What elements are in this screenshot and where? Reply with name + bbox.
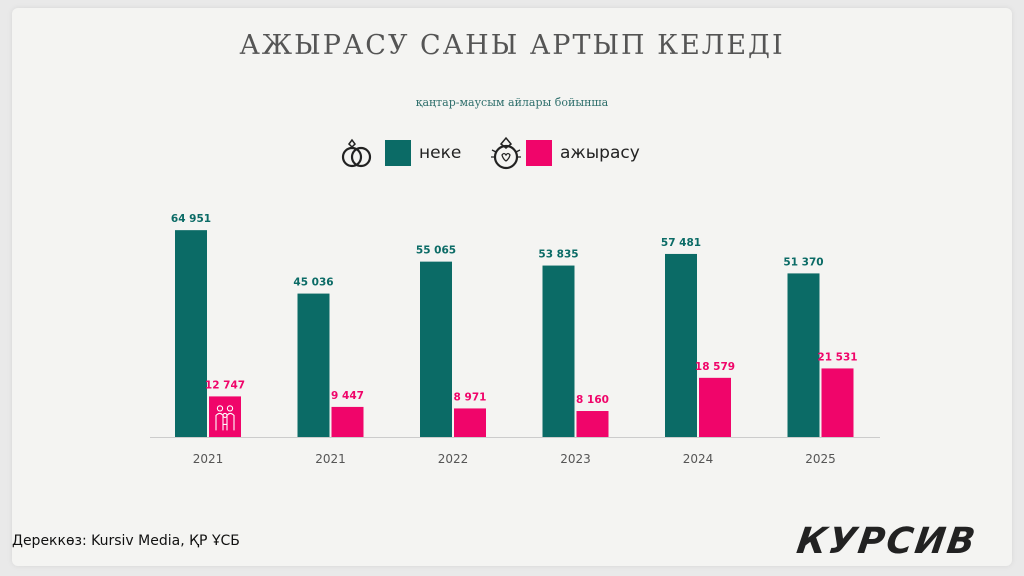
bar-marriage <box>175 230 207 437</box>
data-label-marriage: 45 036 <box>293 277 333 289</box>
source-note: Дереккөз: Kursiv Media, ҚР ҰСБ <box>12 533 240 549</box>
legend-swatch-divorce <box>526 140 552 166</box>
x-tick-label: 2024 <box>683 452 714 466</box>
bar-marriage <box>420 261 452 437</box>
x-tick-label: 2025 <box>805 452 836 466</box>
bar-marriage <box>542 265 575 437</box>
data-label-marriage: 51 370 <box>783 256 823 268</box>
broken-ring-icon <box>491 136 521 170</box>
bar-divorce <box>209 396 241 437</box>
bar-marriage <box>787 273 820 437</box>
chart-title: АЖЫРАСУ САНЫ АРТЫП КЕЛЕДІ <box>239 30 785 61</box>
bar-divorce <box>331 406 364 437</box>
x-tick-label: 2021 <box>193 452 224 466</box>
legend-label-marriage: неке <box>419 143 462 163</box>
x-tick-label: 2023 <box>560 452 591 466</box>
bar-divorce <box>454 408 486 437</box>
data-label-divorce: 12 747 <box>205 379 245 391</box>
bar-divorce <box>699 377 731 437</box>
bar-marriage <box>297 293 330 437</box>
data-label-marriage: 64 951 <box>171 213 211 225</box>
x-tick-label: 2022 <box>438 452 469 466</box>
bar-marriage <box>665 253 697 437</box>
data-label-marriage: 55 065 <box>416 245 456 257</box>
family-icon <box>215 405 235 431</box>
legend-label-divorce: ажырасу <box>560 143 640 163</box>
legend-swatch-marriage <box>385 140 411 166</box>
x-tick-label: 2021 <box>315 452 346 466</box>
bar-divorce <box>576 411 609 437</box>
data-label-divorce: 8 160 <box>576 394 609 406</box>
data-label-divorce: 9 447 <box>331 390 364 402</box>
wedding-rings-icon <box>341 138 372 168</box>
data-label-divorce: 8 971 <box>454 391 487 403</box>
data-label-marriage: 53 835 <box>538 249 578 261</box>
data-label-marriage: 57 481 <box>661 237 701 249</box>
data-label-divorce: 18 579 <box>695 361 735 373</box>
kursiv-logo: КУРСИВ <box>794 521 980 562</box>
data-label-divorce: 21 531 <box>817 351 857 363</box>
chart-subtitle: қаңтар-маусым айлары бойынша <box>415 96 609 109</box>
bar-divorce <box>821 368 854 437</box>
legend: неке ажырасу <box>0 136 1024 170</box>
